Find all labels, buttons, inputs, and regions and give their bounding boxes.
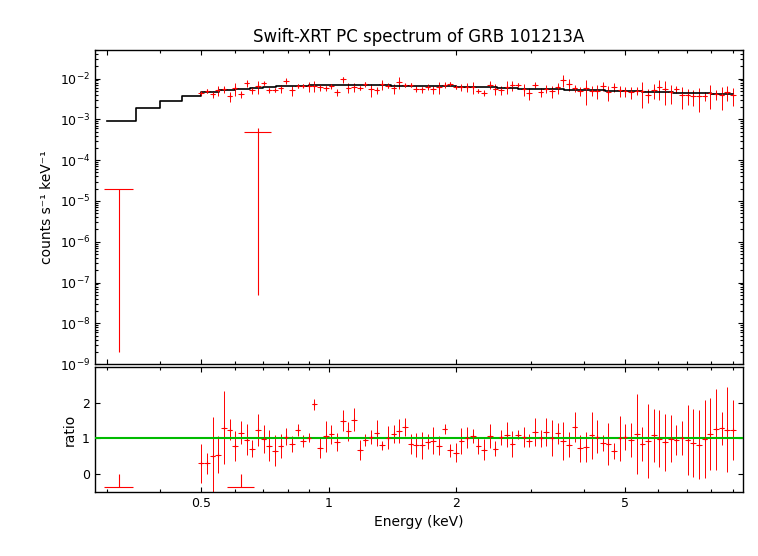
X-axis label: Energy (keV): Energy (keV)	[374, 515, 464, 529]
Y-axis label: counts s⁻¹ keV⁻¹: counts s⁻¹ keV⁻¹	[40, 150, 54, 264]
Y-axis label: ratio: ratio	[62, 413, 77, 446]
Title: Swift-XRT PC spectrum of GRB 101213A: Swift-XRT PC spectrum of GRB 101213A	[253, 28, 584, 46]
